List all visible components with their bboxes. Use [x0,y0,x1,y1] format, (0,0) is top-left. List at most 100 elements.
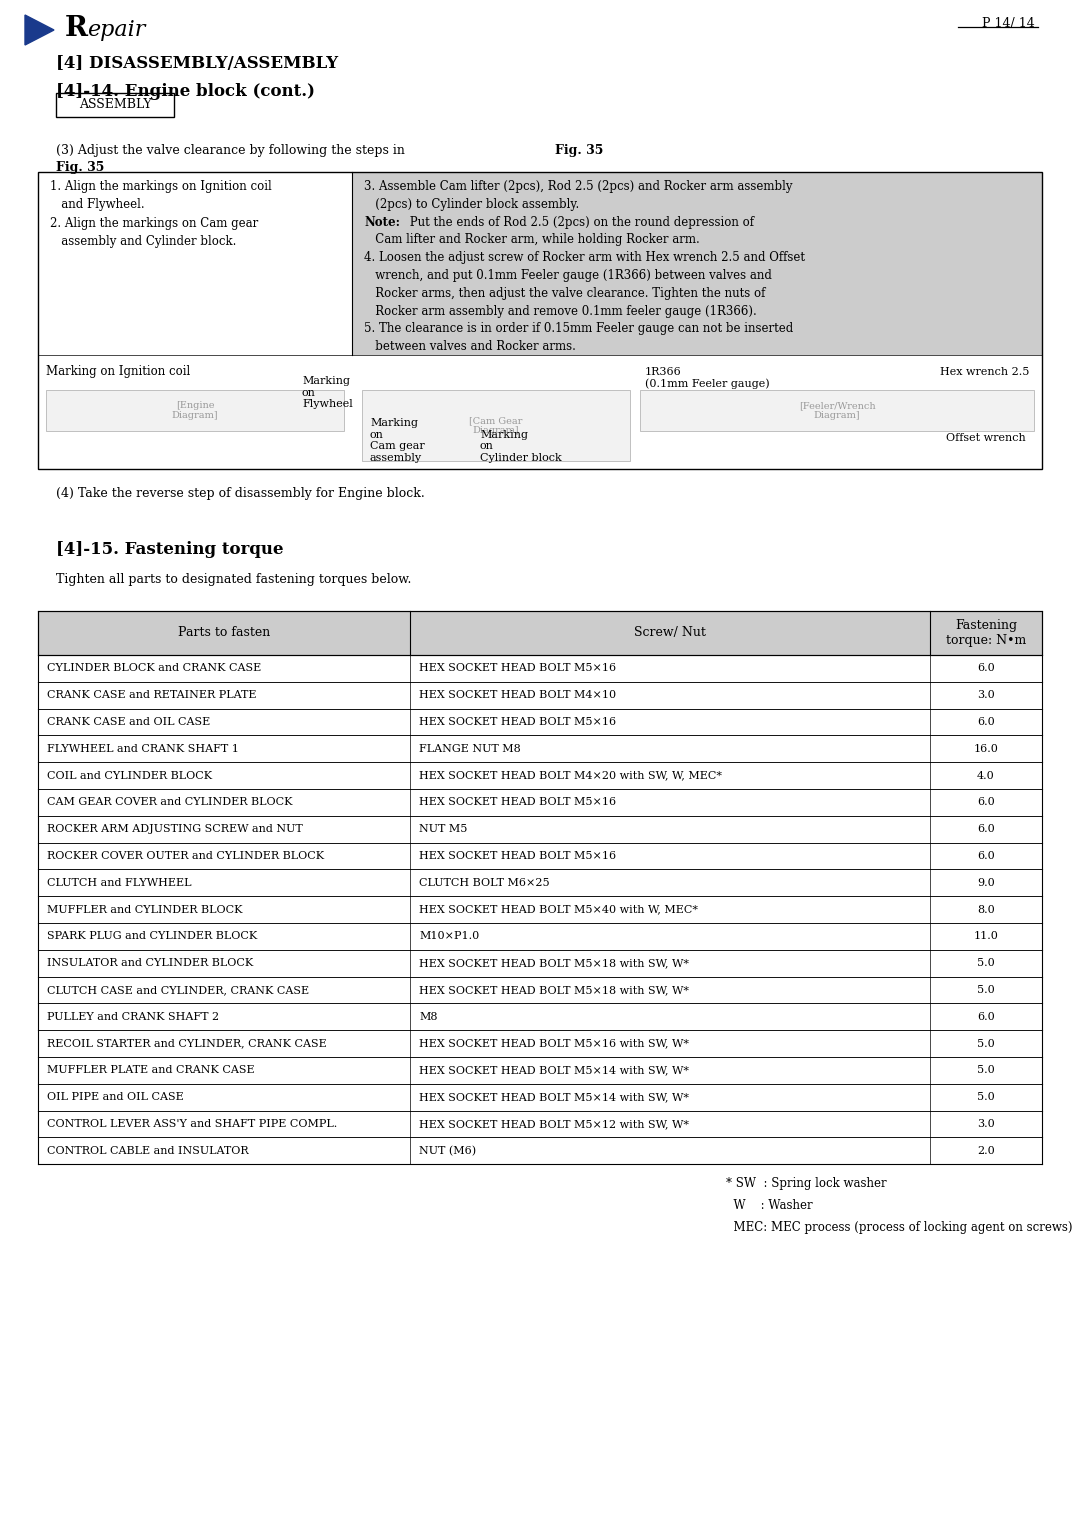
Text: 3. Assemble Cam lifter (2pcs), Rod 2.5 (2pcs) and Rocker arm assembly: 3. Assemble Cam lifter (2pcs), Rod 2.5 (… [364,180,793,192]
Text: FLYWHEEL and CRANK SHAFT 1: FLYWHEEL and CRANK SHAFT 1 [48,744,239,754]
Text: Marking on Ignition coil: Marking on Ignition coil [46,365,190,379]
Text: HEX SOCKET HEAD BOLT M5×14 with SW, W*: HEX SOCKET HEAD BOLT M5×14 with SW, W* [419,1092,689,1102]
Text: CONTROL CABLE and INSULATOR: CONTROL CABLE and INSULATOR [48,1145,248,1156]
Text: [4]-14. Engine block (cont.): [4]-14. Engine block (cont.) [56,82,315,99]
Text: MUFFLER and CYLINDER BLOCK: MUFFLER and CYLINDER BLOCK [48,904,243,915]
Text: 3.0: 3.0 [977,690,995,701]
Text: CLUTCH and FLYWHEEL: CLUTCH and FLYWHEEL [48,878,191,887]
Text: HEX SOCKET HEAD BOLT M5×12 with SW, W*: HEX SOCKET HEAD BOLT M5×12 with SW, W* [419,1119,689,1128]
Text: 6.0: 6.0 [977,718,995,727]
Text: ASSEMBLY: ASSEMBLY [79,99,151,111]
Text: 2.0: 2.0 [977,1145,995,1156]
Text: CYLINDER BLOCK and CRANK CASE: CYLINDER BLOCK and CRANK CASE [48,663,261,673]
Text: Tighten all parts to designated fastening torques below.: Tighten all parts to designated fastenin… [56,573,411,586]
Text: (4) Take the reverse step of disassembly for Engine block.: (4) Take the reverse step of disassembly… [56,487,424,499]
Text: Marking
on
Flywheel: Marking on Flywheel [302,376,353,409]
Text: 6.0: 6.0 [977,851,995,861]
Text: CONTROL LEVER ASS'Y and SHAFT PIPE COMPL.: CONTROL LEVER ASS'Y and SHAFT PIPE COMPL… [48,1119,337,1128]
Text: PULLEY and CRANK SHAFT 2: PULLEY and CRANK SHAFT 2 [48,1012,219,1022]
Text: CLUTCH CASE and CYLINDER, CRANK CASE: CLUTCH CASE and CYLINDER, CRANK CASE [48,985,309,996]
Text: HEX SOCKET HEAD BOLT M5×14 with SW, W*: HEX SOCKET HEAD BOLT M5×14 with SW, W* [419,1066,689,1075]
Text: 5.0: 5.0 [977,1038,995,1049]
FancyBboxPatch shape [640,389,1034,431]
Text: Fig. 35: Fig. 35 [56,160,105,174]
Text: 5.0: 5.0 [977,1066,995,1075]
Text: HEX SOCKET HEAD BOLT M4×20 with SW, W, MEC*: HEX SOCKET HEAD BOLT M4×20 with SW, W, M… [419,771,723,780]
Text: 16.0: 16.0 [973,744,998,754]
Text: R: R [65,15,87,43]
Text: between valves and Rocker arms.: between valves and Rocker arms. [364,341,576,353]
Text: HEX SOCKET HEAD BOLT M5×16 with SW, W*: HEX SOCKET HEAD BOLT M5×16 with SW, W* [419,1038,689,1049]
FancyBboxPatch shape [352,173,1042,354]
Text: P 14/ 14: P 14/ 14 [982,17,1035,31]
Text: 11.0: 11.0 [973,931,998,942]
FancyBboxPatch shape [46,389,345,431]
Text: [Engine
Diagram]: [Engine Diagram] [172,400,218,420]
Text: HEX SOCKET HEAD BOLT M5×16: HEX SOCKET HEAD BOLT M5×16 [419,663,616,673]
Text: 5. The clearance is in order if 0.15mm Feeler gauge can not be inserted: 5. The clearance is in order if 0.15mm F… [364,322,793,336]
Text: HEX SOCKET HEAD BOLT M5×40 with W, MEC*: HEX SOCKET HEAD BOLT M5×40 with W, MEC* [419,904,698,915]
Text: wrench, and put 0.1mm Feeler gauge (1R366) between valves and: wrench, and put 0.1mm Feeler gauge (1R36… [364,269,772,282]
Text: ROCKER ARM ADJUSTING SCREW and NUT: ROCKER ARM ADJUSTING SCREW and NUT [48,825,302,834]
Text: CAM GEAR COVER and CYLINDER BLOCK: CAM GEAR COVER and CYLINDER BLOCK [48,797,293,808]
Text: CRANK CASE and OIL CASE: CRANK CASE and OIL CASE [48,718,211,727]
Polygon shape [25,15,54,44]
Text: M8: M8 [419,1012,437,1022]
Text: CLUTCH BOLT M6×25: CLUTCH BOLT M6×25 [419,878,550,887]
Text: NUT (M6): NUT (M6) [419,1145,476,1156]
Text: ROCKER COVER OUTER and CYLINDER BLOCK: ROCKER COVER OUTER and CYLINDER BLOCK [48,851,324,861]
Text: HEX SOCKET HEAD BOLT M5×18 with SW, W*: HEX SOCKET HEAD BOLT M5×18 with SW, W* [419,985,689,996]
FancyBboxPatch shape [38,611,1042,655]
Text: NUT M5: NUT M5 [419,825,468,834]
Text: MEC: MEC process (process of locking agent on screws): MEC: MEC process (process of locking age… [726,1222,1072,1234]
Text: 6.0: 6.0 [977,663,995,673]
Text: Screw/ Nut: Screw/ Nut [634,626,706,640]
Text: Note:: Note: [364,215,400,229]
Text: 3.0: 3.0 [977,1119,995,1128]
Text: Marking
on
Cam gear
assembly: Marking on Cam gear assembly [370,418,424,463]
Text: * SW  : Spring lock washer: * SW : Spring lock washer [726,1177,887,1190]
FancyBboxPatch shape [38,173,352,354]
Text: 4. Loosen the adjust screw of Rocker arm with Hex wrench 2.5 and Offset: 4. Loosen the adjust screw of Rocker arm… [364,252,805,264]
Text: [4]-15. Fastening torque: [4]-15. Fastening torque [56,541,283,557]
Text: SPARK PLUG and CYLINDER BLOCK: SPARK PLUG and CYLINDER BLOCK [48,931,257,942]
Text: HEX SOCKET HEAD BOLT M4×10: HEX SOCKET HEAD BOLT M4×10 [419,690,616,701]
Text: Put the ends of Rod 2.5 (2pcs) on the round depression of: Put the ends of Rod 2.5 (2pcs) on the ro… [406,215,754,229]
Text: .: . [598,144,602,157]
Text: 1. Align the markings on Ignition coil
   and Flywheel.
2. Align the markings on: 1. Align the markings on Ignition coil a… [50,180,272,249]
Text: Fig. 35: Fig. 35 [555,144,604,157]
Text: Marking
on
Cylinder block: Marking on Cylinder block [480,429,562,463]
Text: OIL PIPE and OIL CASE: OIL PIPE and OIL CASE [48,1092,184,1102]
Text: Parts to fasten: Parts to fasten [178,626,270,640]
Text: 6.0: 6.0 [977,797,995,808]
Text: HEX SOCKET HEAD BOLT M5×16: HEX SOCKET HEAD BOLT M5×16 [419,718,616,727]
Text: W    : Washer: W : Washer [726,1199,812,1212]
Text: CRANK CASE and RETAINER PLATE: CRANK CASE and RETAINER PLATE [48,690,257,701]
Text: 5.0: 5.0 [977,985,995,996]
Text: Rocker arms, then adjust the valve clearance. Tighten the nuts of: Rocker arms, then adjust the valve clear… [364,287,766,299]
FancyBboxPatch shape [56,93,174,118]
Text: MUFFLER PLATE and CRANK CASE: MUFFLER PLATE and CRANK CASE [48,1066,255,1075]
FancyBboxPatch shape [362,389,630,461]
Text: M10×P1.0: M10×P1.0 [419,931,480,942]
Text: [4] DISASSEMBLY/ASSEMBLY: [4] DISASSEMBLY/ASSEMBLY [56,55,338,72]
Text: HEX SOCKET HEAD BOLT M5×18 with SW, W*: HEX SOCKET HEAD BOLT M5×18 with SW, W* [419,959,689,968]
Text: 5.0: 5.0 [977,1092,995,1102]
Text: RECOIL STARTER and CYLINDER, CRANK CASE: RECOIL STARTER and CYLINDER, CRANK CASE [48,1038,327,1049]
Text: HEX SOCKET HEAD BOLT M5×16: HEX SOCKET HEAD BOLT M5×16 [419,851,616,861]
Text: INSULATOR and CYLINDER BLOCK: INSULATOR and CYLINDER BLOCK [48,959,253,968]
Text: 9.0: 9.0 [977,878,995,887]
Text: 6.0: 6.0 [977,825,995,834]
Text: Rocker arm assembly and remove 0.1mm feeler gauge (1R366).: Rocker arm assembly and remove 0.1mm fee… [364,304,757,318]
Text: Fastening
torque: N•m: Fastening torque: N•m [946,618,1026,647]
Text: Hex wrench 2.5: Hex wrench 2.5 [940,366,1029,377]
Text: 1R366
(0.1mm Feeler gauge): 1R366 (0.1mm Feeler gauge) [645,366,770,389]
Text: (2pcs) to Cylinder block assembly.: (2pcs) to Cylinder block assembly. [364,199,579,211]
Text: 8.0: 8.0 [977,904,995,915]
Text: 6.0: 6.0 [977,1012,995,1022]
Text: 5.0: 5.0 [977,959,995,968]
Text: FLANGE NUT M8: FLANGE NUT M8 [419,744,521,754]
Text: COIL and CYLINDER BLOCK: COIL and CYLINDER BLOCK [48,771,212,780]
Text: 4.0: 4.0 [977,771,995,780]
Text: HEX SOCKET HEAD BOLT M5×16: HEX SOCKET HEAD BOLT M5×16 [419,797,616,808]
